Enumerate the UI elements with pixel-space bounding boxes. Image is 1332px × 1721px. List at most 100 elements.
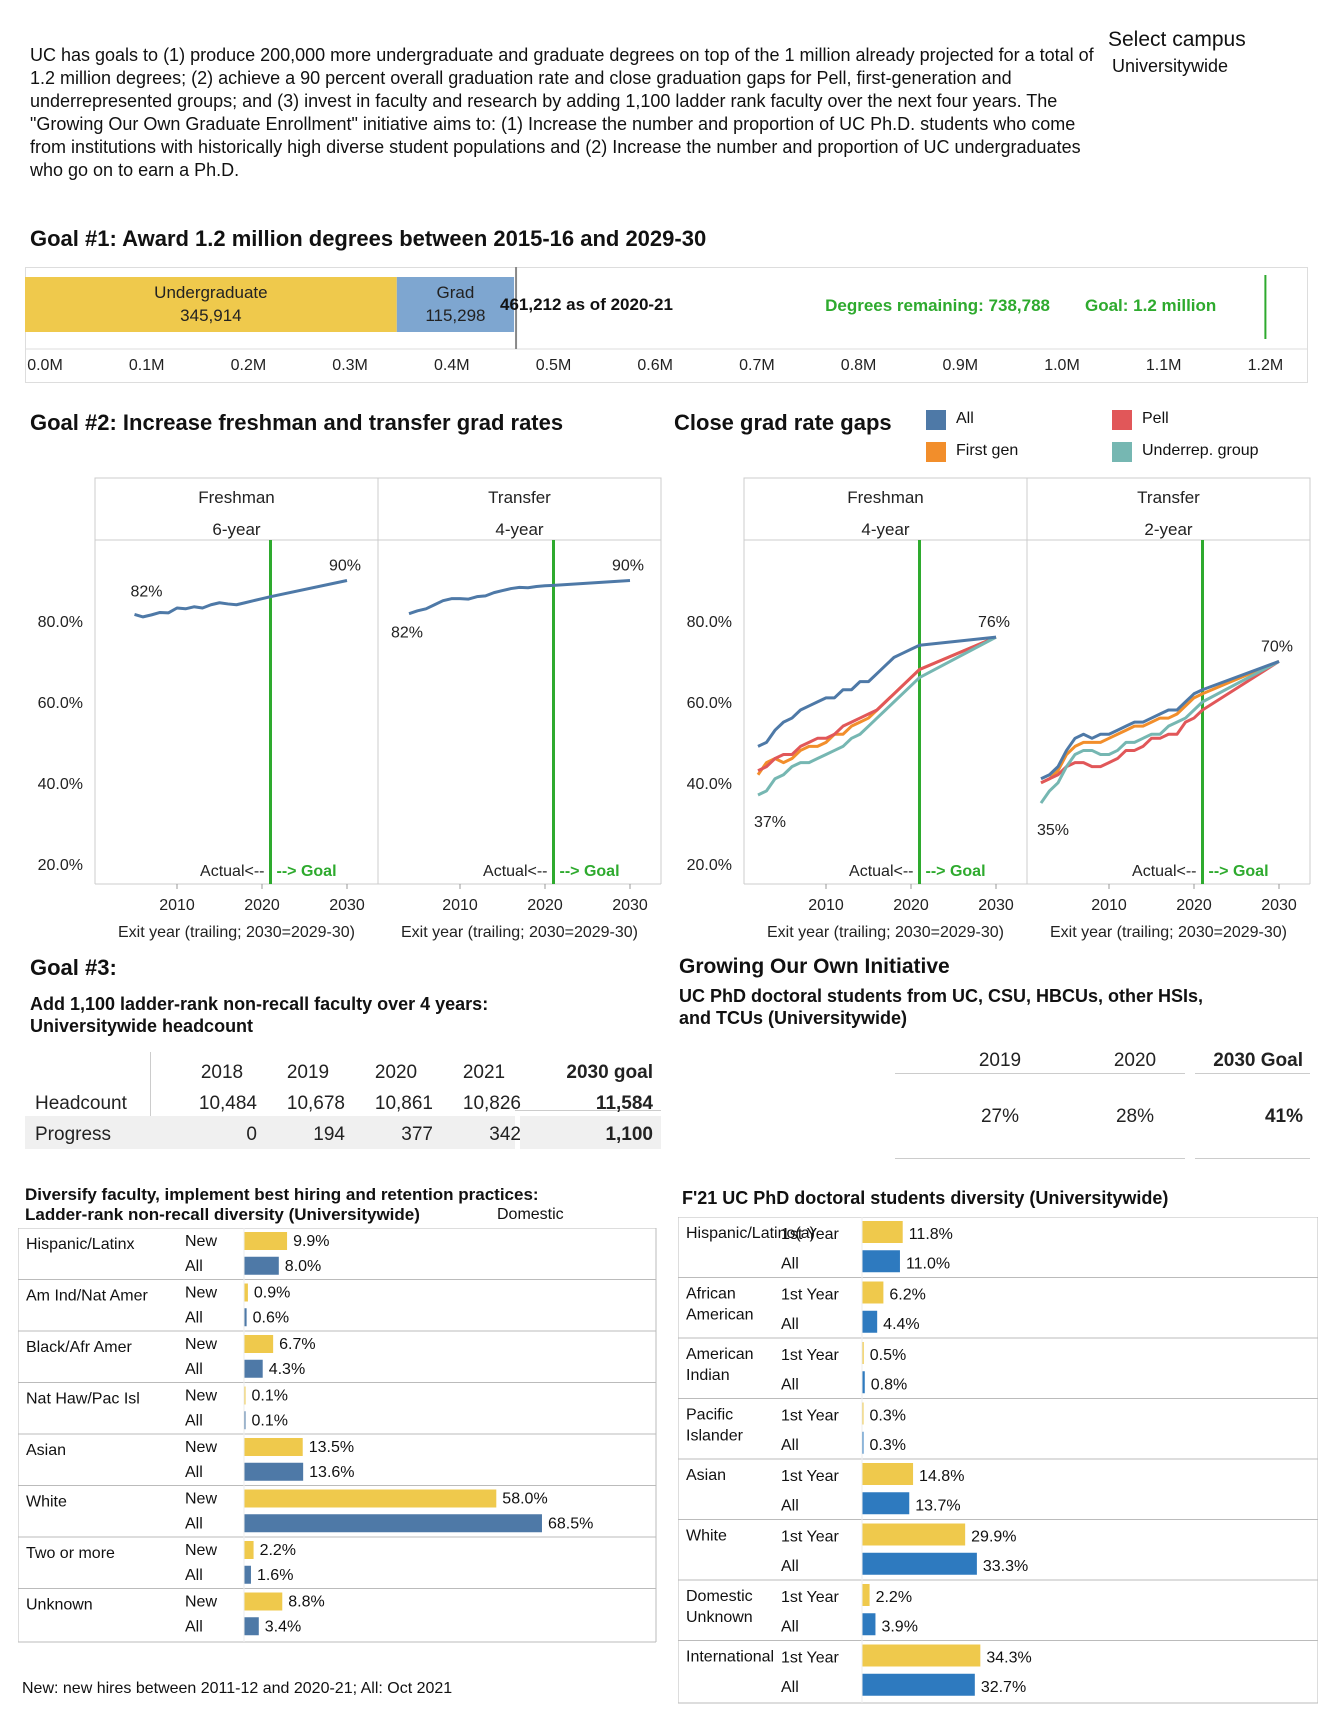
end-value-label: 70%	[1261, 638, 1293, 655]
goal2-line-charts: 80.0% 60.0% 40.0% 20.0% 80.0% 60.0% 40.0% 20.0%…	[38, 477, 1311, 941]
category-label: Hispanic/Latino(a)	[686, 1225, 815, 1242]
bar-all	[862, 1310, 878, 1333]
goal3-progress-goal-shade	[520, 1116, 661, 1149]
row-label: All	[781, 1618, 799, 1635]
row-label: New	[185, 1491, 217, 1508]
series-line-all	[134, 579, 348, 619]
y-tick-label: 20.0%	[687, 857, 732, 874]
bar-value-label: 14.8%	[919, 1468, 964, 1485]
row-label: All	[781, 1255, 799, 1272]
x-axis-title: Exit year (trailing; 2030=2029-30)	[1050, 924, 1287, 941]
domestic-filter[interactable]: Domestic	[497, 1206, 564, 1223]
series-line-pell	[1040, 660, 1280, 785]
total-degrees-label: 461,212 as of 2020-21	[500, 295, 673, 314]
faculty-div-title: Diversify faculty, implement best hiring…	[25, 1185, 539, 1204]
series-line-all	[757, 635, 997, 748]
end-value-label: 90%	[329, 557, 361, 574]
phd-diversity-chart: Hispanic/Latino(a)1st Year 11.8%All 11.0%A…	[678, 1217, 1318, 1704]
year-2019: 2019	[286, 1062, 330, 1083]
goal1-tick-label: 0.4M	[434, 357, 470, 374]
bar-new	[862, 1281, 884, 1304]
bar-all	[862, 1552, 977, 1575]
bar-new	[862, 1523, 966, 1546]
x-tick-label: 2010	[442, 897, 478, 914]
bar-value-label: 11.0%	[906, 1255, 950, 1272]
growing-header-line	[895, 1073, 1185, 1074]
goal1-x-axis: 0.0M 0.1M 0.2M 0.3M 0.4M 0.5M 0.6M 0.7M 0.8M 0.9M…	[27, 357, 1283, 374]
growing-title: Growing Our Own Initiative	[679, 955, 950, 978]
row-label: All	[185, 1464, 203, 1481]
panel-title: Freshman	[198, 488, 275, 507]
goal-total-label: Goal: 1.2 million	[1085, 296, 1216, 315]
row-label: 1st Year	[781, 1589, 840, 1606]
category-label: Asian	[686, 1467, 726, 1484]
bar-all	[862, 1431, 864, 1454]
goal1-chart: Undergraduate 345,914 Grad 115,298 461,2…	[25, 267, 1308, 383]
x-tick-label: 2020	[893, 897, 929, 914]
end-value-label: 76%	[978, 614, 1010, 631]
progress-2021: 342	[489, 1124, 521, 1145]
y-tick-label: 20.0%	[38, 857, 83, 874]
goal1-tick-label: 1.2M	[1248, 357, 1284, 374]
y-tick-label: 40.0%	[687, 776, 732, 793]
category-label: Islander	[686, 1428, 744, 1445]
growing-year-2020: 2020	[1113, 1050, 1157, 1071]
bar-value-label: 4.3%	[269, 1361, 305, 1378]
faculty-diversity-chart: Hispanic/Latinx New 9.9% All 8.0% Am Ind/Nat …	[18, 1228, 657, 1643]
headcount-2020: 10,861	[374, 1093, 433, 1114]
actual-label: Actual<--	[483, 863, 547, 880]
bar-all	[244, 1617, 259, 1636]
actual-label: Actual<--	[200, 863, 264, 880]
row-label: New	[185, 1336, 217, 1353]
panel-header	[94, 477, 379, 541]
grad-bar	[396, 277, 515, 332]
headcount-label: Headcount	[35, 1093, 127, 1114]
goal-label: --> Goal	[926, 863, 986, 880]
panel-title: Transfer	[488, 488, 551, 507]
bar-value-label: 34.3%	[986, 1650, 1031, 1667]
bar-all	[862, 1492, 910, 1515]
goal1-title: Goal #1: Award 1.2 million degrees betwe…	[30, 226, 707, 251]
bar-value-label: 3.9%	[881, 1618, 917, 1635]
legend-label-first-gen: First gen	[956, 442, 1019, 459]
goal1-tick-label: 0.3M	[332, 357, 368, 374]
bar-value-label: 13.5%	[309, 1439, 354, 1456]
panel-subtitle: 6-year	[212, 520, 261, 539]
row-label: All	[781, 1679, 799, 1696]
campus-selector[interactable]: Universitywide	[1112, 56, 1229, 76]
campus-selector-label: Select campus	[1108, 28, 1246, 51]
y-tick-label: 60.0%	[687, 695, 732, 712]
row-label: All	[781, 1376, 799, 1393]
goal1-tick-label: 1.0M	[1044, 357, 1080, 374]
goal1-tick-label: 0.9M	[943, 357, 979, 374]
category-label: White	[686, 1528, 727, 1545]
bar-new	[244, 1386, 246, 1405]
row-label: New	[185, 1285, 217, 1302]
y-tick-label: 80.0%	[38, 614, 83, 631]
bar-value-label: 68.5%	[548, 1515, 593, 1532]
bar-all	[862, 1673, 975, 1696]
bar-value-label: 4.4%	[883, 1316, 919, 1333]
series-line-underrep-group	[1039, 660, 1280, 804]
bar-value-label: 9.9%	[293, 1233, 329, 1250]
category-label: White	[26, 1494, 67, 1511]
category-label: Unknown	[686, 1609, 753, 1626]
progress-2018: 0	[246, 1124, 257, 1145]
bar-value-label: 13.7%	[915, 1497, 960, 1514]
bar-new	[244, 1438, 303, 1456]
progress-2019: 194	[313, 1124, 345, 1145]
bar-new	[244, 1489, 497, 1508]
row-label: All	[185, 1412, 203, 1429]
panel-title: Freshman	[847, 488, 924, 507]
bar-all	[862, 1371, 865, 1394]
row-label: 1st Year	[781, 1529, 840, 1546]
legend-label-pell: Pell	[1142, 410, 1169, 427]
series-line-first-gen	[1040, 660, 1280, 785]
progress-label: Progress	[35, 1124, 112, 1145]
bar-value-label: 8.0%	[285, 1258, 321, 1275]
bar-all	[244, 1308, 247, 1327]
row-label: All	[185, 1515, 203, 1532]
bar-value-label: 2.2%	[876, 1589, 912, 1606]
y-tick-label: 80.0%	[687, 614, 732, 631]
bar-new	[244, 1232, 288, 1250]
